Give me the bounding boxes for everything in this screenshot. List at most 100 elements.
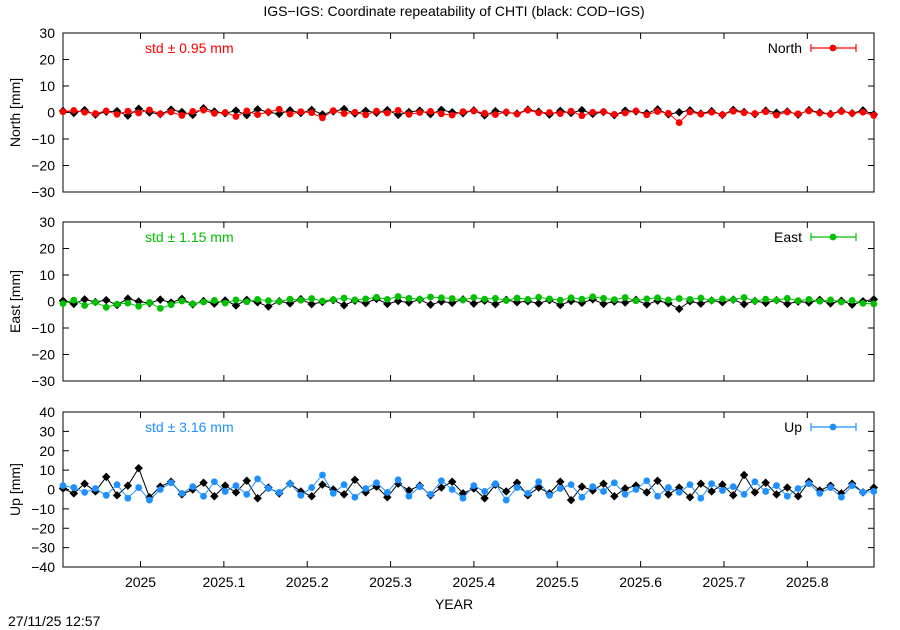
data-point	[600, 108, 607, 116]
data-point-cod	[642, 300, 652, 309]
data-point-cod	[620, 298, 630, 307]
data-point	[632, 107, 640, 115]
y-axis-label: North [mm]	[7, 78, 23, 147]
x-tick-label: 2025.8	[786, 574, 829, 590]
data-point	[405, 110, 413, 118]
data-point	[708, 480, 716, 488]
data-point	[827, 110, 834, 118]
data-point	[254, 111, 261, 119]
data-point	[200, 298, 207, 306]
data-point	[654, 108, 661, 115]
data-point	[643, 295, 651, 303]
data-point	[708, 108, 716, 116]
data-point-cod	[447, 477, 457, 486]
y-tick-label: −30	[31, 373, 55, 389]
data-point	[156, 110, 164, 118]
panel-north: 30 20 10 0 −10 −20 −30 North [mm] std ± 0.95 mm N…	[7, 25, 879, 200]
data-point	[805, 107, 813, 115]
data-point	[848, 482, 856, 490]
data-point	[448, 295, 456, 302]
data-point	[319, 297, 326, 305]
data-point-cod	[469, 299, 479, 308]
data-point	[513, 484, 521, 491]
data-point	[210, 109, 218, 117]
legend-label: East	[774, 229, 802, 245]
data-point	[621, 294, 629, 301]
data-point	[243, 490, 251, 498]
data-point	[351, 108, 359, 116]
data-point	[275, 298, 283, 305]
data-point	[859, 108, 867, 116]
data-point	[502, 108, 510, 116]
data-point	[437, 477, 445, 485]
data-point	[610, 110, 618, 118]
x-tick-label: 2025.3	[369, 574, 412, 590]
y-tick-label: 10	[39, 267, 55, 283]
data-point	[102, 303, 110, 311]
data-point	[448, 111, 456, 119]
data-point	[719, 111, 726, 119]
data-point	[135, 484, 143, 491]
data-point	[654, 492, 661, 500]
data-point	[578, 295, 586, 303]
data-point	[481, 488, 489, 495]
data-point	[816, 109, 824, 117]
data-point	[686, 295, 694, 303]
data-point	[654, 294, 661, 302]
data-point	[405, 492, 413, 500]
data-point	[492, 111, 499, 119]
data-point	[870, 112, 878, 119]
data-point	[416, 295, 424, 303]
figure-title: IGS−IGS: Coordinate repeatability of CHT…	[263, 3, 644, 19]
data-point-cod	[761, 478, 770, 487]
data-point-cod	[134, 463, 143, 473]
data-point	[751, 110, 759, 117]
y-axis-label: Up [mm]	[7, 463, 23, 516]
data-point	[81, 302, 89, 309]
data-point	[437, 294, 445, 302]
data-point-cod	[577, 482, 587, 491]
data-point-cod	[264, 302, 273, 311]
data-point	[383, 109, 391, 117]
data-point	[329, 296, 337, 304]
data-point-cod	[231, 301, 241, 310]
x-tick-label: 2025.1	[202, 574, 245, 590]
data-point	[805, 480, 813, 488]
data-point-cod	[253, 105, 262, 114]
data-point-cod	[318, 480, 327, 489]
y-tick-label: 10	[39, 462, 55, 478]
data-point-cod	[566, 495, 576, 505]
data-point-cod	[772, 490, 781, 499]
data-point	[124, 299, 132, 307]
data-point	[697, 494, 705, 502]
y-axis-label: East [mm]	[7, 270, 23, 333]
panel-east: 30 20 10 0 −10 −20 −30 East [mm] std ± 1.15 mm Ea…	[7, 214, 879, 389]
data-point	[794, 485, 802, 492]
data-point	[427, 293, 434, 301]
data-point	[92, 110, 99, 117]
data-point	[513, 110, 521, 118]
data-point	[610, 296, 618, 304]
data-point-cod	[210, 492, 219, 501]
data-point	[546, 295, 553, 303]
data-point-cod	[534, 299, 543, 308]
data-point	[459, 108, 467, 116]
data-point	[59, 300, 67, 308]
data-point	[70, 106, 78, 114]
data-point	[859, 489, 867, 496]
std-label: std ± 3.16 mm	[145, 419, 234, 435]
data-point	[729, 483, 737, 490]
data-point	[275, 105, 283, 113]
data-point	[621, 490, 629, 498]
data-point	[319, 471, 326, 479]
y-tick-label: −30	[31, 184, 55, 200]
data-point	[740, 109, 748, 117]
data-point	[297, 491, 305, 499]
data-point	[200, 106, 207, 114]
data-point	[351, 493, 359, 501]
data-point	[719, 487, 726, 494]
data-point-cod	[501, 487, 511, 496]
data-point	[135, 302, 143, 310]
data-point	[524, 295, 532, 303]
data-point	[859, 299, 867, 307]
